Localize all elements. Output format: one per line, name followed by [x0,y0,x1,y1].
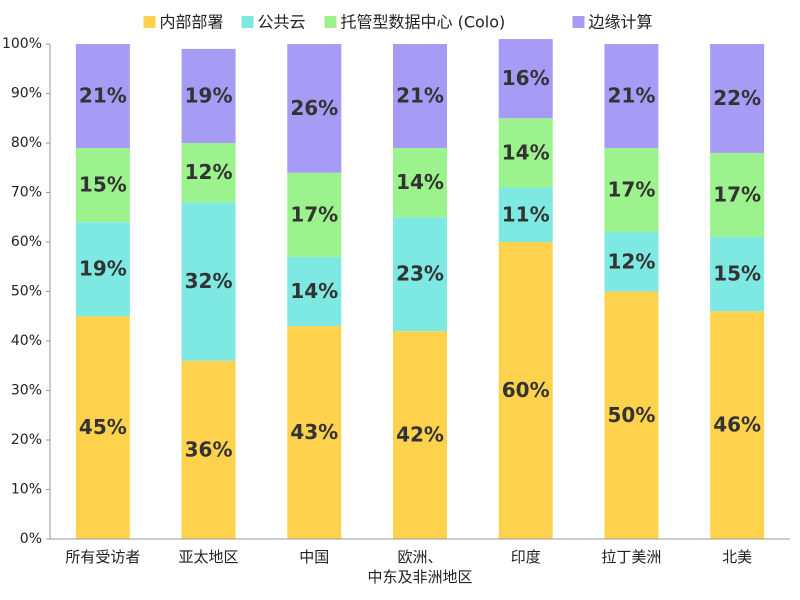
value-label: 50% [607,403,655,427]
bar-segment [604,44,659,148]
y-tick-label: 70% [11,185,42,201]
legend-swatch [241,16,254,28]
x-tick-label: 印度 [510,548,541,566]
bar-segment [710,311,765,539]
bar-segment [287,326,342,539]
bar-segment [604,147,659,233]
bar-segment [181,48,236,144]
bar-segment [181,360,236,539]
value-label: 36% [185,437,233,461]
value-label: 32% [185,269,233,293]
y-tick-label: 40% [11,333,42,349]
x-tick-label: 亚太地区 [178,548,239,566]
y-tick-label: 30% [11,383,42,399]
value-label: 42% [396,423,444,447]
value-label: 11% [502,202,550,226]
bar-segment [498,39,553,119]
bar-segment [181,143,236,203]
value-label: 21% [607,83,655,107]
value-label: 17% [713,182,761,206]
value-label: 43% [290,420,338,444]
value-label: 17% [290,202,338,226]
bar-segment [498,187,553,242]
value-label: 26% [290,96,338,120]
legend-swatch [572,16,585,28]
value-label: 19% [185,83,233,107]
legend-label: 内部部署 [160,13,224,32]
x-tick-label: 北美 [722,548,753,566]
bar-segment [287,44,342,173]
bar-segment [75,222,130,317]
value-label: 17% [607,178,655,202]
bar-segment [75,316,130,539]
value-label: 14% [502,140,550,164]
value-label: 19% [79,257,127,281]
value-label: 60% [502,378,550,402]
y-tick-label: 10% [11,482,42,498]
value-label: 12% [185,160,233,184]
value-label: 22% [713,86,761,110]
bar-segment [75,44,130,148]
bar-segment [393,44,447,148]
value-label: 15% [713,262,761,286]
value-label: 45% [79,415,127,439]
y-tick-label: 0% [20,531,42,547]
bar-segment [498,242,553,539]
bar-segment [710,152,765,238]
bar-segment [604,291,659,539]
value-label: 14% [290,279,338,303]
bar-segment [710,237,765,312]
legend-label: 边缘计算 [589,13,653,32]
y-tick-label: 20% [11,432,42,448]
value-label: 23% [396,262,444,286]
bar-segment [287,256,342,327]
x-tick-label: 拉丁美洲 [601,548,662,566]
bar-segment [393,147,447,218]
bar-segment [393,331,447,539]
bar-segment [604,232,659,292]
bar-segment [393,217,447,332]
value-label: 46% [713,413,761,437]
y-tick-label: 100% [2,36,42,52]
bar-segment [75,147,130,223]
value-label: 21% [396,83,444,107]
value-label: 14% [396,170,444,194]
value-label: 12% [607,249,655,273]
bar-segment [181,202,236,361]
y-tick-label: 80% [11,135,42,151]
bar-segment [287,172,342,257]
value-label: 15% [79,173,127,197]
bar-segment [498,118,553,188]
x-tick-label: 中国 [299,548,330,566]
value-label: 21% [79,83,127,107]
x-tick-label: 所有受访者 [65,548,141,566]
legend-label: 托管型数据中心 (Colo) [341,13,506,32]
value-label: 16% [502,66,550,90]
y-tick-label: 50% [11,284,42,300]
y-tick-label: 90% [11,86,42,102]
x-tick-label: 欧洲、 中东及非洲地区 [367,548,473,586]
legend-swatch [143,16,156,28]
legend-swatch [324,16,337,28]
bar-segment [710,44,765,153]
y-tick-label: 60% [11,234,42,250]
legend-label: 公共云 [258,13,306,32]
